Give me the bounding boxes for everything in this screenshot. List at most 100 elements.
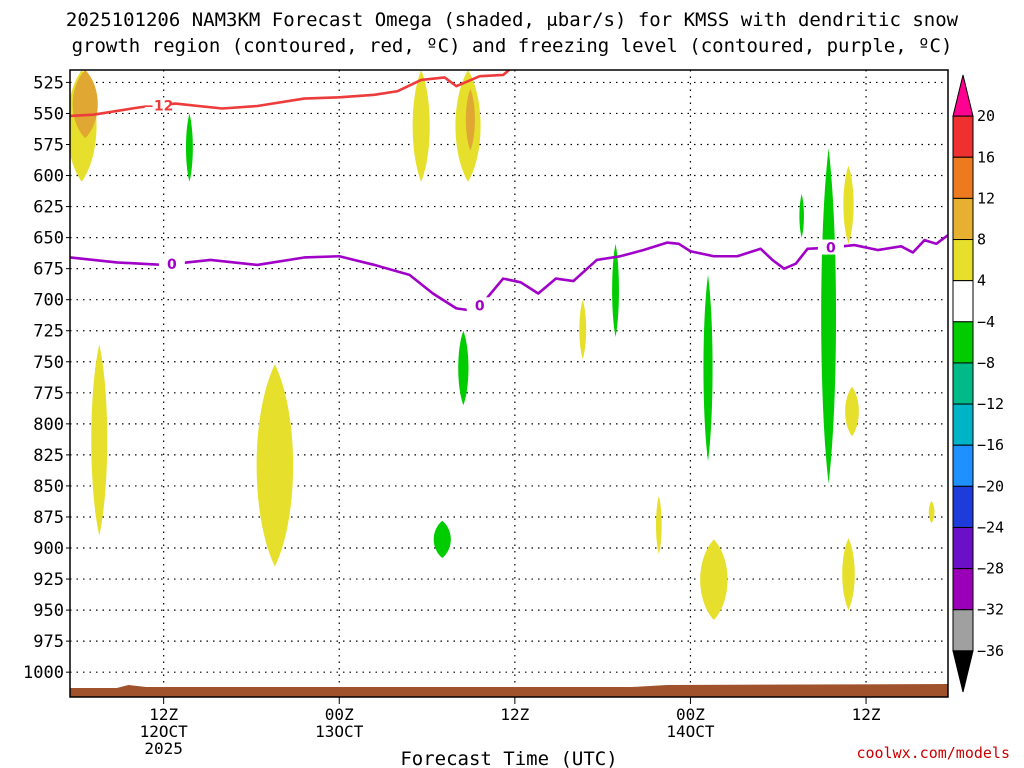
y-tick-label: 875 (33, 508, 64, 528)
freezing-level-line-label-bg (817, 239, 844, 255)
colorbar-segment (952, 239, 974, 282)
y-tick-label: 975 (33, 632, 64, 652)
colorbar-segment (952, 526, 974, 570)
x-tick-label: 12Z (852, 705, 881, 724)
y-tick-label: 750 (33, 353, 64, 373)
y-tick-label: 625 (33, 198, 64, 218)
colorbar-label: −16 (977, 436, 1004, 454)
dgz-contour-line-label: −12 (142, 98, 173, 114)
x-tick-year: 2025 (144, 739, 183, 758)
y-tick-label: 800 (33, 415, 64, 435)
omega-shading (70, 70, 935, 621)
terrain-strip (70, 684, 948, 697)
omega-blob-neg4to8 (185, 113, 193, 182)
omega-blob-4to8 (655, 495, 662, 555)
omega-blob-4to8 (91, 344, 108, 536)
dgz-contour-line-label-bg (144, 97, 171, 113)
colorbar-label: −8 (977, 354, 995, 372)
freezing-level-line-label: 0 (475, 298, 485, 314)
colorbar-segment (952, 280, 974, 323)
colorbar-segment (952, 609, 974, 652)
colorbar-label: 20 (977, 107, 995, 125)
colorbar-label: −32 (977, 601, 1004, 619)
omega-blob-4to8 (579, 299, 587, 360)
x-tick-date: 14OCT (666, 722, 715, 741)
terrain-surface (70, 684, 948, 697)
y-tick-label: 650 (33, 229, 64, 249)
freezing-level-line-label: 0 (826, 241, 836, 257)
y-tick-label: 1000 (23, 663, 64, 683)
omega-blob-4to8 (256, 364, 294, 567)
omega-blob-neg4to8 (821, 148, 837, 484)
omega-blob-8to12 (72, 70, 98, 139)
colorbar-segment (952, 362, 974, 405)
y-tick-label: 550 (33, 104, 64, 124)
colorbar-label: 16 (977, 148, 995, 166)
omega-blob-4to8 (412, 70, 430, 182)
omega-blob-4to8 (845, 386, 859, 437)
omega-blob-8to12 (465, 88, 475, 151)
colorbar-segment (952, 444, 974, 487)
colorbar-label: −12 (977, 395, 1004, 413)
y-tick-label: 950 (33, 601, 64, 621)
credit-text: coolwx.com/models (856, 744, 1010, 762)
y-tick-label: 600 (33, 167, 64, 187)
omega-blob-4to8 (928, 500, 935, 524)
colorbar-label: 4 (977, 272, 986, 290)
colorbar-label: −20 (977, 477, 1004, 495)
omega-blob-neg4to8 (612, 243, 619, 337)
x-tick-label: 12Z (500, 705, 529, 724)
omega-blob-4to8 (842, 538, 855, 611)
y-tick-label: 725 (33, 322, 64, 342)
y-tick-label: 525 (33, 73, 64, 93)
omega-blob-4to8 (700, 539, 728, 621)
colorbar-segment (952, 568, 974, 611)
y-tick-label: 775 (33, 384, 64, 404)
x-tick-label: 00Z (325, 705, 354, 724)
omega-blob-neg4to8 (458, 330, 469, 406)
colorbar-label: 12 (977, 189, 995, 207)
y-axis: 525 550 575 600 625 650 675 700 725 750 775 800 825 8… (23, 73, 70, 683)
chart-title-line2: growth region (contoured, red, ºC) and f… (72, 35, 953, 57)
x-tick-date: 13OCT (315, 722, 364, 741)
plot-background (70, 70, 948, 697)
colorbar-label: −24 (977, 518, 1004, 536)
colorbar-segment (952, 74, 974, 117)
colorbar-segment (952, 403, 974, 446)
colorbar: 20 16 12 8 4 −4 −8 −12 −16 −20 −24 −28 −32 −36 (952, 74, 1004, 693)
y-tick-label: 575 (33, 135, 64, 155)
freezing-level-line-label-bg (158, 256, 185, 272)
colorbar-segment (952, 115, 974, 158)
x-tick-date: 12OCT (140, 722, 189, 741)
y-tick-label: 675 (33, 260, 64, 280)
colorbar-label: −36 (977, 642, 1004, 660)
omega-blob-neg4to8 (433, 520, 451, 558)
colorbar-label: −4 (977, 313, 995, 331)
omega-blob-neg4to8 (799, 194, 804, 238)
grid-lines (70, 70, 948, 697)
colorbar-segment (952, 650, 974, 693)
contour-lines: −12 0 0 0 (70, 70, 948, 314)
colorbar-segment (952, 197, 974, 241)
colorbar-segment (952, 321, 974, 364)
colorbar-segment (952, 156, 974, 199)
y-tick-label: 850 (33, 477, 64, 497)
x-tick-label: 00Z (676, 705, 705, 724)
y-tick-label: 700 (33, 291, 64, 311)
chart-title-line1: 2025101206 NAM3KM Forecast Omega (shaded… (66, 9, 959, 31)
y-tick-label: 925 (33, 570, 64, 590)
freezing-level-line (70, 234, 948, 313)
y-tick-label: 825 (33, 446, 64, 466)
colorbar-segment (952, 485, 974, 528)
plot-area: −12 0 0 0 (69, 69, 949, 698)
omega-blob-neg4to8 (703, 274, 713, 462)
freezing-level-line-label: 0 (167, 257, 177, 273)
omega-blob-4to8 (843, 165, 854, 244)
colorbar-label: 8 (977, 231, 986, 249)
plot-frame (69, 69, 949, 698)
y-tick-label: 900 (33, 539, 64, 559)
freezing-level-line-label-bg (466, 297, 493, 313)
x-tick-label: 12Z (149, 705, 178, 724)
